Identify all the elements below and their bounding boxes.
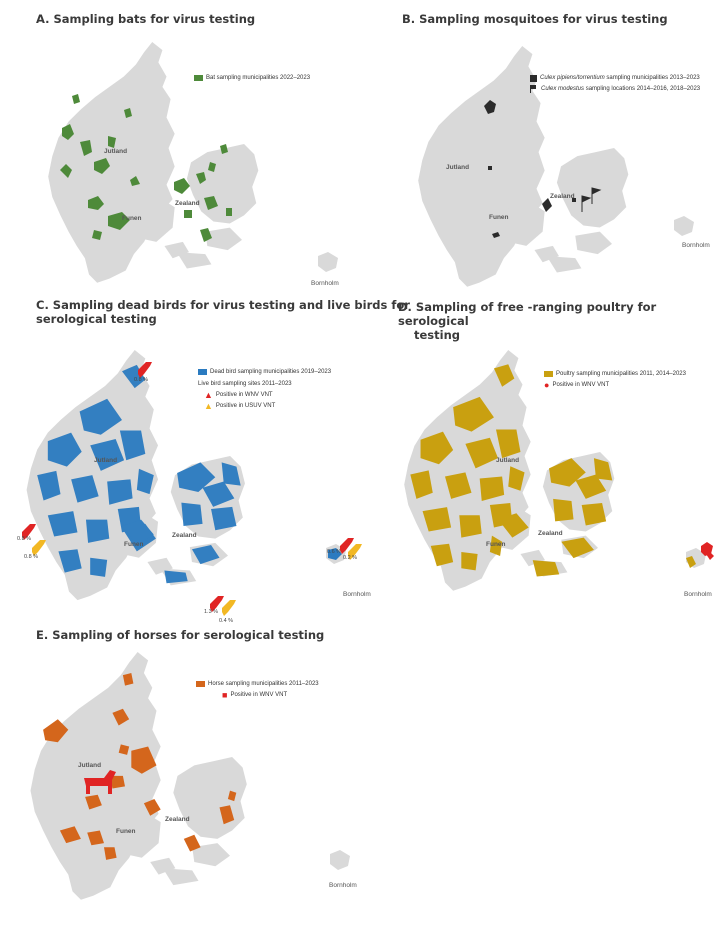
panel-e-map [30, 652, 350, 900]
panel-c-bird-markers [22, 362, 362, 616]
denmark-land [26, 350, 245, 601]
culex-modestus-legend-label: Culex modestus sampling locations 2014–2… [541, 86, 701, 92]
denmark-land [30, 652, 247, 900]
panel-b-jutland: Jutland [446, 164, 470, 171]
panel-b-legend: Culex pipiens/torrentium sampling munici… [530, 74, 700, 96]
panel-b-zealand: Zealand [550, 193, 575, 200]
panel-b-map [418, 46, 694, 287]
panel-d-jutland: Jutland [496, 457, 520, 464]
panel-b-title: B. Sampling mosquitoes for virus testing [402, 12, 668, 26]
bat-swatch [194, 75, 203, 81]
bornholm-land [686, 548, 706, 568]
wnv-bird-icon: ▲ [204, 390, 213, 400]
panel-b-bornholm: Bornholm [682, 242, 710, 249]
bornholm-land [330, 850, 350, 870]
culex-pipiens-municipalities [484, 100, 576, 238]
panel-a-title: A. Sampling bats for virus testing [36, 12, 256, 26]
panel-d-title-line1: D. Sampling of free -ranging poultry for… [398, 300, 657, 328]
culex-modestus-flags [581, 187, 602, 212]
panel-d-bornholm: Bornholm [684, 591, 712, 598]
horse-icon [84, 770, 116, 794]
panel-a-legend: Bat sampling municipalities 2022–2023 [194, 74, 310, 85]
wnv-legend-label: Positive in WNV VNT [552, 382, 610, 388]
panel-e-funen: Funen [116, 828, 136, 835]
site-1-wnv-pct: 0.8 % [134, 377, 149, 383]
culex-pipiens-legend-label: Culex pipiens/torrentium sampling munici… [540, 75, 700, 81]
bornholm-land [318, 252, 338, 272]
panel-a-map [48, 42, 338, 283]
panel-c-funen: Funen [124, 541, 144, 548]
panel-c-map [26, 350, 346, 601]
horse-legend-label: Horse sampling municipalities 2011–2023 [208, 681, 319, 687]
panel-d-title-line2: testing [414, 328, 460, 342]
wnv-bird-icon [22, 362, 354, 612]
culex-pipiens-swatch [530, 74, 537, 82]
flag-icon [530, 85, 538, 93]
horse-municipalities [43, 673, 237, 860]
panel-c-bornholm: Bornholm [343, 591, 371, 598]
poultry-swatch [544, 371, 553, 377]
wnv-legend-label: Positive in WNV VNT [215, 392, 273, 398]
panel-c-zealand: Zealand [172, 532, 197, 539]
panel-e-zealand: Zealand [165, 816, 190, 823]
panel-d-map [404, 350, 714, 591]
usuv-legend-label: Positive in USUV VNT [215, 403, 276, 409]
bornholm-land [674, 216, 694, 236]
bat-municipalities [60, 94, 232, 242]
wnv-positive-markers [701, 542, 714, 560]
dead-bird-municipalities [37, 364, 241, 584]
wnv-marker-icon: ● [544, 380, 550, 390]
dead-bird-swatch [198, 369, 207, 375]
horse-legend-icon: ■ [222, 690, 228, 700]
panel-e-jutland: Jutland [78, 762, 102, 769]
site-2-usuv-pct: 0.8 % [24, 554, 39, 560]
panel-b-funen: Funen [489, 214, 509, 221]
usuv-bird-icon: ▲ [204, 401, 213, 411]
panel-d-funen: Funen [486, 541, 506, 548]
wnv-legend-label: Positive in WNV VNT [230, 692, 288, 698]
panel-a-bornholm: Bornholm [311, 280, 339, 287]
usuv-bird-icon [32, 540, 362, 616]
panel-d-legend: Poultry sampling municipalities 2011, 20… [544, 370, 686, 392]
panel-c-legend: Dead bird sampling municipalities 2019–2… [198, 368, 331, 413]
panel-c-title-line1: C. Sampling dead birds for virus testing… [36, 298, 410, 312]
panel-d-title: D. Sampling of free -ranging poultry for… [398, 300, 720, 342]
live-bird-legend-label: Live bird sampling sites 2011–2023 [198, 381, 292, 387]
poultry-legend-label: Poultry sampling municipalities 2011, 20… [556, 371, 686, 377]
bat-legend-label: Bat sampling municipalities 2022–2023 [206, 75, 311, 81]
panel-c-title: C. Sampling dead birds for virus testing… [36, 298, 410, 326]
dead-bird-legend-label: Dead bird sampling municipalities 2019–2… [210, 369, 332, 375]
panel-c-title-line2: serological testing [36, 312, 157, 326]
site-2-wnv-pct: 0.8 % [17, 536, 32, 542]
panel-a-zealand: Zealand [175, 200, 200, 207]
site-4-wnv-pct: 0.6 % [327, 549, 342, 555]
panel-e-bornholm: Bornholm [329, 882, 357, 889]
site-4-usuv-pct: 0.2 % [343, 555, 358, 561]
site-3-usuv-pct: 0.4 % [219, 618, 234, 624]
site-3-wnv-pct: 1.3 % [204, 609, 219, 615]
panel-a-jutland: Jutland [104, 148, 128, 155]
panel-d-zealand: Zealand [538, 530, 563, 537]
horse-swatch [196, 681, 205, 687]
bornholm-land [326, 544, 346, 564]
panel-e-title: E. Sampling of horses for serological te… [36, 628, 325, 642]
panel-e-legend: Horse sampling municipalities 2011–2023 … [196, 680, 319, 702]
denmark-land [404, 350, 615, 591]
panel-a-funen: Funen [122, 215, 142, 222]
poultry-municipalities [410, 364, 613, 577]
panel-c-jutland: Jutland [94, 457, 118, 464]
